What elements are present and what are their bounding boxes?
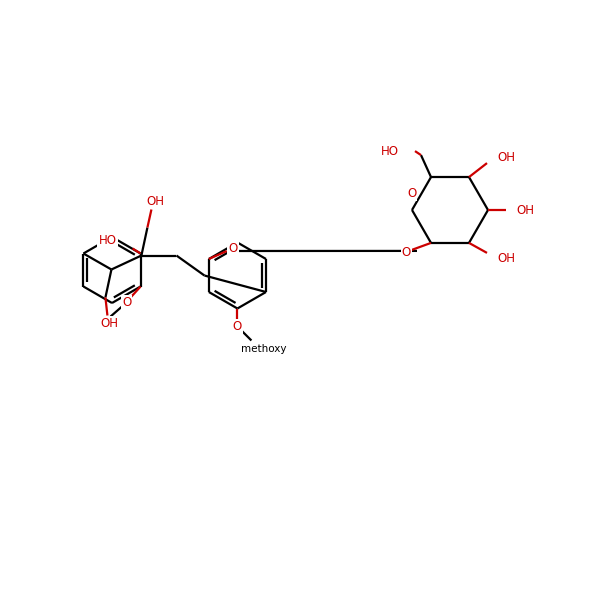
Text: O: O [407,187,416,200]
Text: methoxy: methoxy [241,343,286,353]
Text: OH: OH [146,195,164,208]
Text: OH: OH [516,203,534,217]
Text: HO: HO [381,145,399,158]
Text: O: O [402,247,411,259]
Text: O: O [228,242,238,256]
Text: HO: HO [98,234,116,247]
Text: O: O [122,296,131,309]
Text: OH: OH [497,151,515,164]
Text: OH: OH [100,317,118,330]
Text: O: O [233,320,242,333]
Text: OH: OH [497,253,515,265]
